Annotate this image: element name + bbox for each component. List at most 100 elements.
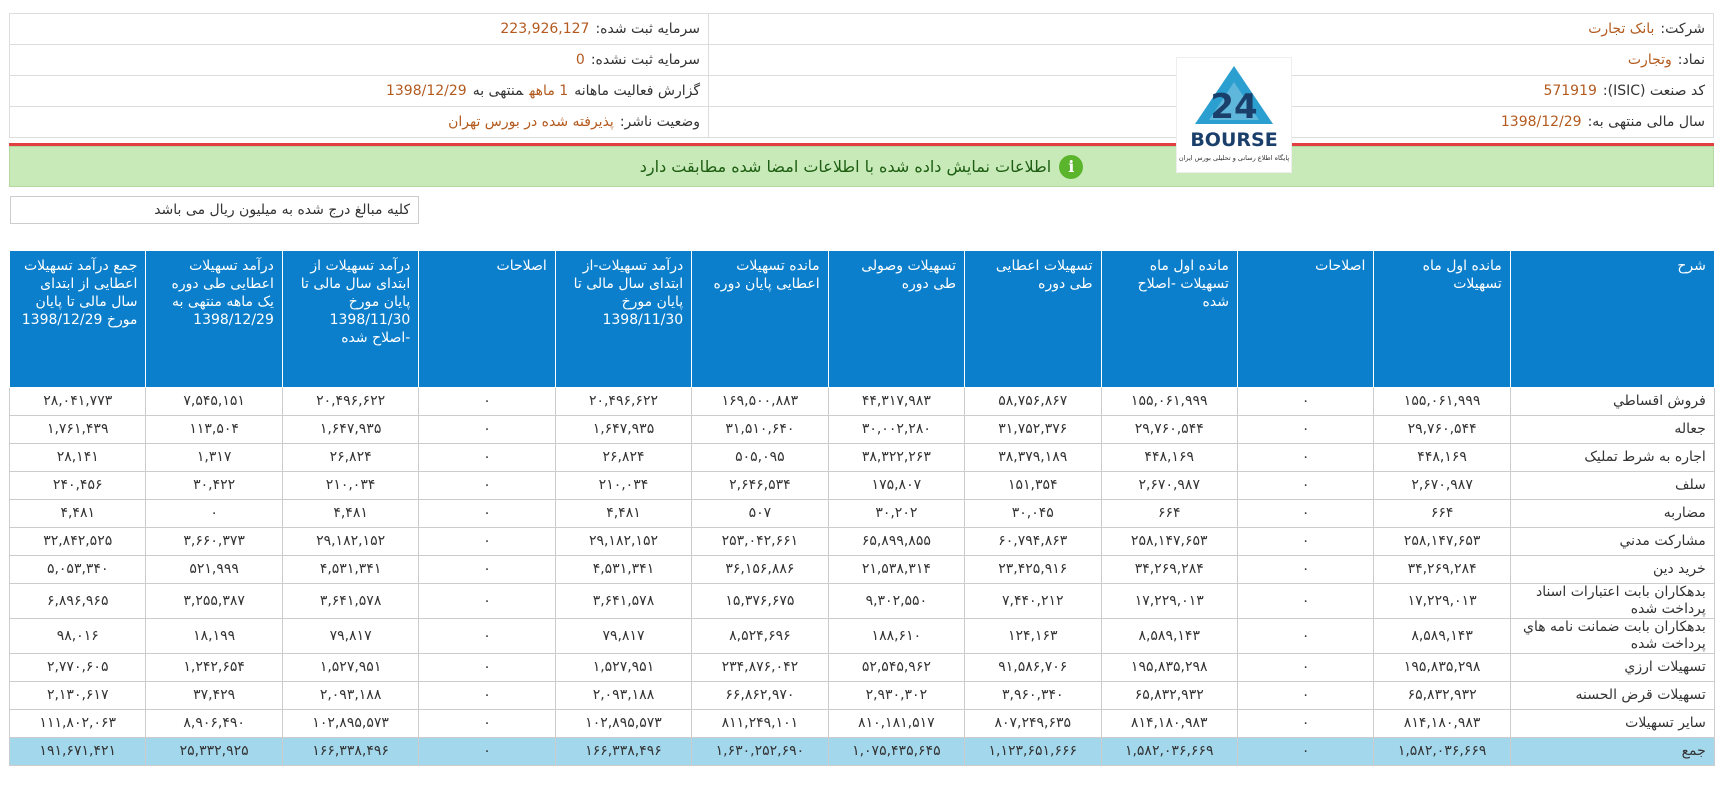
cell-value: ۱۷,۲۲۹,۰۱۳: [1373, 583, 1511, 619]
cell-value: ۱۷۵,۸۰۷: [827, 471, 966, 500]
cell-value: ۲۳۴,۸۷۶,۰۴۲: [691, 653, 829, 682]
cell-value: ۰: [418, 737, 556, 766]
cell-value: ۴۴,۳۱۷,۹۸۳: [827, 387, 966, 416]
column-header: شرح: [1509, 250, 1715, 388]
info-row: شرکت: بانک تجارت سرمایه ثبت شده: 223,926,12…: [9, 13, 1714, 45]
cell-value: ۰: [418, 471, 556, 500]
cell-value: ۸۰۷,۲۴۹,۶۳۵: [964, 709, 1102, 738]
cell-value: ۲,۶۷۰,۹۸۷: [1373, 471, 1511, 500]
cell-value: ۲,۱۳۰,۶۱۷: [8, 681, 147, 710]
cell-value: ۳,۶۴۱,۵۷۸: [281, 583, 420, 619]
report-date: 1398/12/29: [385, 83, 467, 99]
cell-value: ۰: [1236, 555, 1375, 584]
cell-value: ۸,۵۸۹,۱۴۳: [1373, 618, 1511, 654]
data-row: بدهکاران بابت ضمانت نامه هاي پرداخت شده ۸…: [8, 618, 1715, 654]
capital-cell: گزارش فعالیت ماهانه 1 ماهه منتهی به 1398/12…: [9, 75, 709, 107]
cell-value: ۱۹۱,۶۷۱,۴۲۱: [8, 737, 147, 766]
column-header: جمع درآمد تسهیلات اعطایی از ابتدای سال م…: [8, 250, 147, 388]
logo-triangle-inner: [1209, 82, 1259, 120]
cell-value: ۱,۲۴۲,۶۵۴: [145, 653, 283, 682]
cell-value: ۱,۳۱۷: [145, 443, 283, 472]
cell-value: ۱۱۳,۵۰۴: [145, 415, 283, 444]
capital-cell: سرمایه ثبت نشده: 0: [9, 44, 709, 76]
cell-value: ۰: [1236, 737, 1375, 766]
cell-value: ۶,۸۹۶,۹۶۵: [8, 583, 147, 619]
data-row: فروش اقساطي ۱۵۵,۰۶۱,۹۹۹ ۰ ۱۵۵,۰۶۱,۹۹۹ ۵۸,۷۵۶…: [8, 387, 1715, 416]
cell-value: ۰: [418, 387, 556, 416]
row-label: مشارکت مدني: [1509, 527, 1715, 556]
column-header: تسهیلات وصولی طی دوره: [827, 250, 966, 388]
cell-value: ۱,۷۶۱,۴۳۹: [8, 415, 147, 444]
cell-value: ۶۰,۷۹۴,۸۶۳: [964, 527, 1102, 556]
report-period: 1 ماهه: [529, 83, 569, 99]
cell-value: ۱,۶۳۰,۲۵۲,۶۹۰: [691, 737, 829, 766]
cell-value: ۱۸۸,۶۱۰: [827, 618, 966, 654]
cell-value: ۶۶۴: [1373, 499, 1511, 528]
cell-value: ۸,۹۰۶,۴۹۰: [145, 709, 283, 738]
cell-value: ۳۲,۸۴۲,۵۲۵: [8, 527, 147, 556]
cell-value: ۳۴,۲۶۹,۲۸۴: [1100, 555, 1238, 584]
cell-value: ۲۶,۸۲۴: [554, 443, 693, 472]
cell-value: ۳۱,۷۵۲,۳۷۶: [964, 415, 1102, 444]
cell-value: ۲۱۰,۰۳۴: [554, 471, 693, 500]
cell-value: ۲,۷۷۰,۶۰۵: [8, 653, 147, 682]
cell-value: ۲۰,۴۹۶,۶۲۲: [281, 387, 420, 416]
cell-value: ۰: [1236, 583, 1375, 619]
capital-label: سرمایه ثبت نشده:: [590, 52, 700, 68]
cell-value: ۲۵۳,۰۴۲,۶۶۱: [691, 527, 829, 556]
cell-value: ۲۹,۷۶۰,۵۴۴: [1373, 415, 1511, 444]
column-header: درآمد تسهیلات-از ابتدای سال مالی تا پایا…: [554, 250, 693, 388]
cell-value: ۳۰,۴۲۲: [145, 471, 283, 500]
total-row: جمع ۱,۵۸۲,۰۳۶,۶۶۹ ۰ ۱,۵۸۲,۰۳۶,۶۶۹ ۱,۱۲۳,۶۵۱,…: [8, 737, 1715, 766]
cell-value: ۵۸,۷۵۶,۸۶۷: [964, 387, 1102, 416]
cell-value: ۳۸,۳۷۹,۱۸۹: [964, 443, 1102, 472]
cell-value: ۶۵,۸۹۹,۸۵۵: [827, 527, 966, 556]
cell-value: ۰: [418, 653, 556, 682]
cell-value: ۳۰,۰۰۲,۲۸۰: [827, 415, 966, 444]
info-table: شرکت: بانک تجارت سرمایه ثبت شده: 223,926,12…: [9, 13, 1714, 138]
cell-value: ۵۲,۵۴۵,۹۶۲: [827, 653, 966, 682]
row-label: خريد دين: [1509, 555, 1715, 584]
cell-value: ۶۶,۸۶۲,۹۷۰: [691, 681, 829, 710]
data-row: سلف ۲,۶۷۰,۹۸۷ ۰ ۲,۶۷۰,۹۸۷ ۱۵۱,۳۵۴ ۱۷۵,۸۰۷ ۲,۶۴…: [8, 471, 1715, 500]
cell-value: ۲۵۸,۱۴۷,۶۵۳: [1373, 527, 1511, 556]
cell-value: ۷۹,۸۱۷: [281, 618, 420, 654]
cell-value: ۱۵,۳۷۶,۶۷۵: [691, 583, 829, 619]
cell-value: ۱۶۶,۳۳۸,۴۹۶: [554, 737, 693, 766]
capital-value: 0: [575, 52, 585, 68]
cell-value: ۰: [418, 555, 556, 584]
cell-value: ۸,۵۸۹,۱۴۳: [1100, 618, 1238, 654]
row-label: سلف: [1509, 471, 1715, 500]
cell-value: ۰: [1236, 681, 1375, 710]
table-head: شرح مانده اول ماه تسهیلات اصلاحات مانده اول…: [8, 250, 1715, 388]
cell-value: ۱,۵۸۲,۰۳۶,۶۶۹: [1100, 737, 1238, 766]
report-ending: منتهی به: [472, 83, 524, 99]
status-value: پذیرفته شده در بورس تهران: [448, 114, 614, 130]
data-row: مضاربه ۶۶۴ ۰ ۶۶۴ ۳۰,۰۴۵ ۳۰,۲۰۲ ۵۰۷ ۴,۴۸۱ ۰ ۴,۴۸۱ ۰…: [8, 499, 1715, 528]
row-label: بدهکاران بابت اعتبارات اسناد پرداخت شده: [1509, 583, 1715, 619]
data-row: بدهکاران بابت اعتبارات اسناد پرداخت شده ۱…: [8, 583, 1715, 619]
cell-value: ۱,۱۲۳,۶۵۱,۶۶۶: [964, 737, 1102, 766]
capital-value: 223,926,127: [500, 21, 590, 37]
cell-value: ۴,۴۸۱: [554, 499, 693, 528]
info-row: نماد: وتجارت سرمایه ثبت نشده: 0: [9, 44, 1714, 76]
cell-value: ۵۰۷: [691, 499, 829, 528]
report-label: گزارش فعالیت ماهانه: [574, 83, 700, 99]
company-value: وتجارت: [1627, 52, 1672, 68]
column-header: اصلاحات: [418, 250, 556, 388]
cell-value: ۱۸,۱۹۹: [145, 618, 283, 654]
cell-value: ۱۹۵,۸۳۵,۲۹۸: [1373, 653, 1511, 682]
cell-value: ۰: [1236, 653, 1375, 682]
cell-value: ۰: [1236, 471, 1375, 500]
company-value: 571919: [1543, 83, 1597, 99]
cell-value: ۹۸,۰۱۶: [8, 618, 147, 654]
cell-value: ۰: [418, 681, 556, 710]
cell-value: ۰: [1236, 443, 1375, 472]
red-line: [9, 143, 1714, 146]
info-body: شرکت: بانک تجارت سرمایه ثبت شده: 223,926,12…: [9, 13, 1714, 138]
company-label: نماد:: [1677, 52, 1705, 68]
cell-value: ۸,۵۲۴,۶۹۶: [691, 618, 829, 654]
cell-value: ۲,۶۴۶,۵۳۴: [691, 471, 829, 500]
cell-value: ۹۱,۵۸۶,۷۰۶: [964, 653, 1102, 682]
